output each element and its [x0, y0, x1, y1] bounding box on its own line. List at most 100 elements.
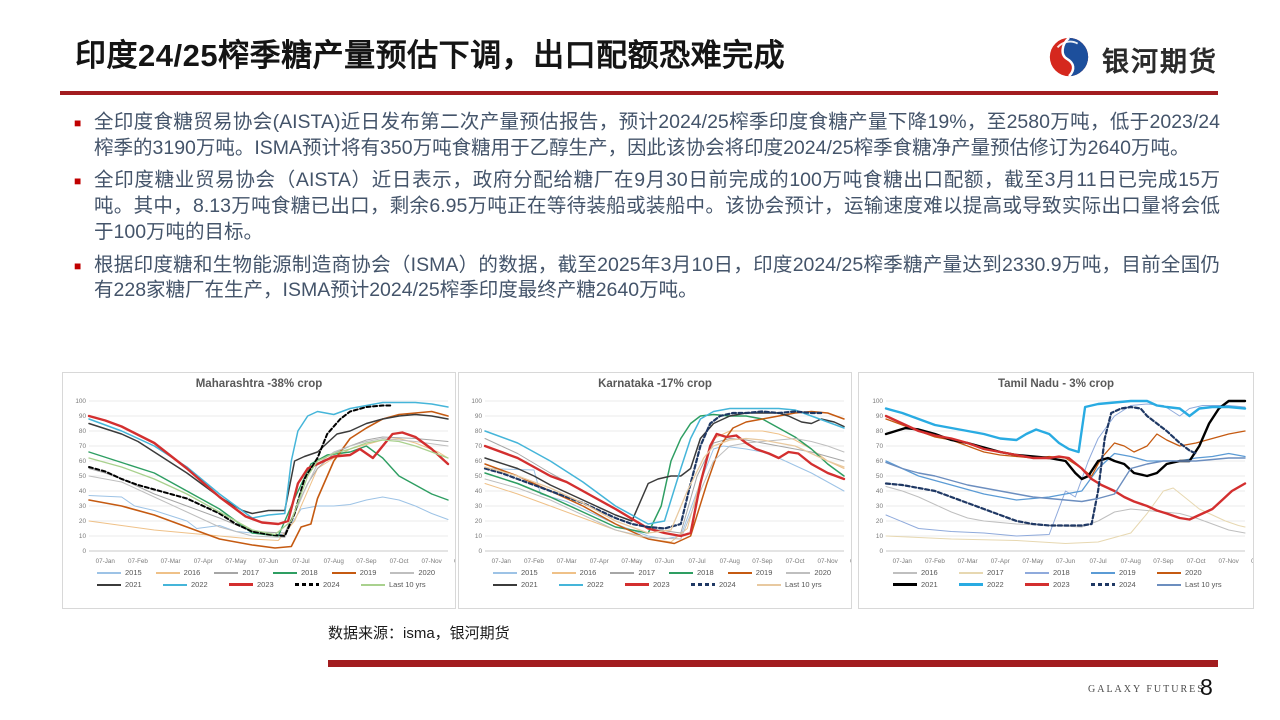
legend-item: 2019	[331, 568, 391, 577]
svg-text:07-Oct: 07-Oct	[1187, 558, 1206, 565]
svg-text:80: 80	[475, 428, 483, 435]
legend-label: 2018	[301, 568, 318, 577]
legend-line-swatch	[959, 571, 983, 574]
svg-text:90: 90	[475, 413, 483, 420]
svg-text:07-Oct: 07-Oct	[390, 558, 409, 565]
svg-text:07-Mar: 07-Mar	[557, 558, 577, 565]
svg-text:07-Nov: 07-Nov	[818, 558, 839, 565]
legend-line-swatch	[1157, 571, 1181, 574]
footer-brand: GALAXY FUTURES	[1088, 684, 1205, 695]
legend-label: 2020	[1185, 568, 1202, 577]
svg-text:07-Feb: 07-Feb	[925, 558, 945, 565]
legend-label: 2015	[125, 568, 142, 577]
brand-logo: 银河期货	[1046, 34, 1218, 85]
bullet-list: ■ 全印度食糖贸易协会(AISTA)近日发布第二次产量预估报告，预计2024/2…	[74, 110, 1220, 311]
legend-item: 2020	[786, 568, 845, 577]
legend-line-swatch	[1091, 571, 1115, 574]
legend-line-swatch	[493, 583, 517, 586]
legend-line-swatch	[1025, 571, 1049, 574]
svg-text:07-Apr: 07-Apr	[590, 558, 609, 565]
legend-label: 2022	[191, 580, 208, 589]
svg-text:07-Apr: 07-Apr	[991, 558, 1010, 565]
svg-text:07-Sep: 07-Sep	[752, 558, 773, 565]
legend-item: 2017	[610, 568, 669, 577]
svg-text:100: 100	[75, 398, 86, 405]
svg-text:40: 40	[475, 488, 483, 495]
chart-karnataka: Karnataka -17% crop 0 10 20 30 40 50 60 70 80 90 1…	[458, 372, 852, 609]
legend-item: 2016	[155, 568, 215, 577]
svg-text:07-Jan: 07-Jan	[96, 558, 116, 565]
charts-row: Maharashtra -38% crop 0 10 20 30 40 50 60 70 80 9…	[62, 372, 1254, 609]
legend-line-swatch	[273, 571, 298, 574]
legend-label: 2016	[579, 568, 597, 577]
legend-line-swatch	[757, 583, 781, 586]
chart-title: Tamil Nadu - 3% crop	[997, 378, 1115, 390]
brand-name: 银河期货	[1102, 47, 1218, 77]
legend-row: 2021 2022 2023 2024 Last 10 yrs	[893, 580, 1247, 589]
svg-text:20: 20	[475, 518, 483, 525]
legend-item: 2018	[273, 568, 332, 577]
svg-text:07-Dec: 07-Dec	[1251, 558, 1253, 565]
galaxy-swirl-icon	[1046, 34, 1092, 85]
legend-item: 2023	[1025, 580, 1091, 589]
legend-item: 2019	[1091, 568, 1157, 577]
svg-text:07-Jun: 07-Jun	[655, 558, 675, 565]
legend-label: 2024	[323, 580, 340, 589]
svg-text:30: 30	[79, 503, 87, 510]
legend-item: 2019	[727, 568, 787, 577]
line-chart: 0 10 20 30 40 50 60 70 80 90 100 07-Jan 07-Feb 07-Mar…	[872, 398, 1253, 565]
svg-text:100: 100	[872, 398, 883, 405]
legend-label: 2023	[257, 580, 274, 589]
legend-item: 2023	[229, 580, 295, 589]
legend-line-swatch	[97, 583, 121, 586]
svg-text:20: 20	[876, 518, 884, 525]
legend-label: 2022	[987, 580, 1004, 589]
legend-line-swatch	[331, 571, 356, 574]
legend-line-swatch	[155, 571, 180, 574]
legend-label: 2018	[697, 568, 714, 577]
svg-text:07-Apr: 07-Apr	[194, 558, 213, 565]
legend-line-swatch	[229, 583, 253, 586]
legend-label: 2016	[183, 568, 201, 577]
legend-label: 2018	[1053, 568, 1070, 577]
legend-item: 2022	[959, 580, 1025, 589]
legend-item: 2024	[295, 580, 361, 589]
svg-text:0: 0	[82, 548, 86, 555]
bullet-square-icon: ■	[74, 258, 82, 273]
bullet-square-icon: ■	[74, 174, 82, 189]
legend-item: 2017	[959, 568, 1025, 577]
legend-label: Last 10 yrs	[785, 580, 822, 589]
legend-line-swatch	[893, 583, 917, 586]
legend-item: 2022	[559, 580, 625, 589]
page-title: 印度24/25榨季糖产量预估下调，出口配额恐难完成	[75, 38, 786, 73]
bullet-item: ■ 全印度食糖贸易协会(AISTA)近日发布第二次产量预估报告，预计2024/2…	[74, 110, 1220, 161]
legend-item: 2015	[493, 568, 552, 577]
title-divider	[60, 91, 1218, 95]
legend-label: 2019	[755, 568, 773, 577]
legend-line-swatch	[893, 571, 917, 574]
svg-text:07-Nov: 07-Nov	[422, 558, 443, 565]
legend-label: 2020	[418, 568, 436, 577]
bullet-text: 全印度食糖贸易协会(AISTA)近日发布第二次产量预估报告，预计2024/25榨…	[94, 111, 1220, 159]
svg-text:50: 50	[79, 473, 87, 480]
legend-item: 2021	[893, 580, 959, 589]
legend-label: 2015	[521, 568, 538, 577]
svg-text:50: 50	[475, 473, 483, 480]
legend-label: 2023	[653, 580, 670, 589]
svg-text:07-Jul: 07-Jul	[1090, 558, 1107, 565]
legend-line-swatch	[691, 583, 715, 586]
svg-text:07-Jan: 07-Jan	[893, 558, 913, 565]
svg-text:07-Nov: 07-Nov	[1219, 558, 1240, 565]
legend-item: 2016	[893, 568, 959, 577]
svg-text:60: 60	[475, 458, 483, 465]
svg-text:07-Jun: 07-Jun	[1056, 558, 1076, 565]
legend-line-swatch	[295, 583, 319, 586]
svg-text:40: 40	[79, 488, 87, 495]
svg-text:80: 80	[79, 428, 87, 435]
legend-label: 2016	[921, 568, 938, 577]
legend-line-swatch	[97, 571, 121, 574]
legend-line-swatch	[727, 571, 752, 574]
legend-label: 2019	[1119, 568, 1136, 577]
chart-title: Karnataka -17% crop	[598, 378, 712, 390]
legend-item: 2022	[163, 580, 229, 589]
